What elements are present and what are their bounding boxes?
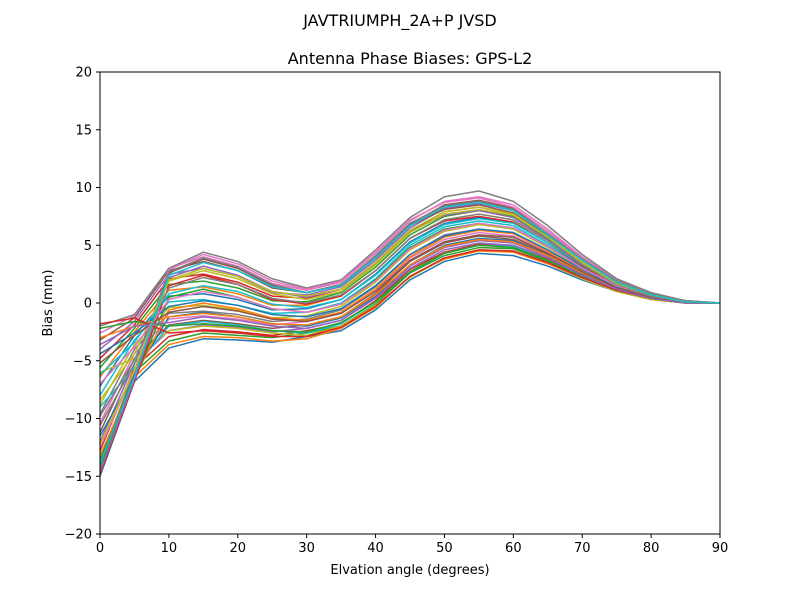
y-tick-label: −20	[65, 528, 92, 543]
y-tick-label: 15	[75, 123, 92, 138]
x-tick-label: 20	[230, 541, 247, 556]
x-tick-label: 70	[574, 541, 591, 556]
series-line	[99, 195, 721, 334]
chart-title: Antenna Phase Biases: GPS-L2	[288, 49, 533, 68]
series-layer	[99, 190, 721, 477]
ticks-layer: 0 10 20 30 40 50 60 70 80 90 −20 −15 −10 −5 0 5 10 15 20	[65, 66, 729, 557]
y-tick-label: 10	[75, 181, 92, 196]
x-tick-label: 0	[96, 541, 104, 556]
series-line	[99, 249, 720, 338]
y-axis-label: Bias (mm)	[41, 270, 56, 337]
x-tick-label: 50	[436, 541, 453, 556]
x-tick-label: 80	[643, 541, 660, 556]
series-line	[99, 201, 721, 464]
x-axis-label: Elvation angle (degrees)	[330, 563, 489, 578]
series-line	[99, 228, 721, 355]
series-line	[99, 213, 721, 417]
x-tick-label: 90	[712, 541, 729, 556]
series-line	[99, 234, 721, 364]
y-tick-label: −15	[65, 470, 92, 485]
x-tick-label: 10	[161, 541, 178, 556]
y-tick-label: −10	[65, 412, 92, 427]
x-tick-label: 60	[505, 541, 522, 556]
series-line	[99, 200, 721, 426]
series-line	[99, 249, 720, 373]
y-tick-label: −5	[73, 354, 92, 369]
y-tick-label: 0	[84, 297, 92, 312]
series-line	[99, 242, 720, 346]
x-tick-label: 30	[298, 541, 315, 556]
chart-suptitle: JAVTRIUMPH_2A+P JVSD	[302, 11, 497, 31]
series-line	[99, 222, 721, 385]
y-tick-label: 20	[75, 66, 92, 81]
series-line	[99, 190, 721, 327]
x-tick-label: 40	[367, 541, 384, 556]
series-line	[99, 206, 721, 445]
y-tick-label: 5	[84, 239, 92, 254]
